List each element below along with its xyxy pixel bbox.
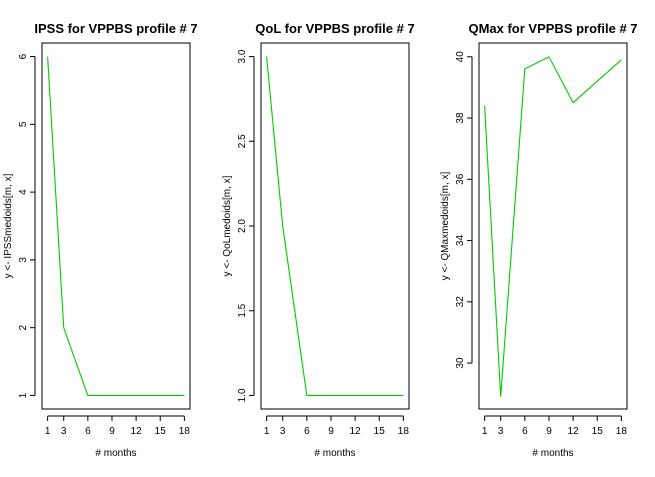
panel3-x-tick-label: 18 bbox=[616, 426, 628, 437]
panel2-title: QoL for VPPBS profile # 7 bbox=[255, 21, 414, 36]
panel3-y-tick-label: 34 bbox=[455, 235, 466, 247]
panel2-x-tick-label: 9 bbox=[328, 426, 334, 437]
panel2-x-tick-label: 15 bbox=[374, 426, 386, 437]
panel3-x-axis-label: # months bbox=[532, 448, 573, 459]
panel1-plot-frame bbox=[41, 42, 191, 410]
panel3-x-tick-label: 6 bbox=[522, 426, 528, 437]
panel3-x-tick-label: 1 bbox=[482, 426, 488, 437]
panel3-title: QMax for VPPBS profile # 7 bbox=[468, 21, 637, 36]
panel2-y-tick-label: 3.0 bbox=[237, 49, 248, 63]
panel3-series-line bbox=[484, 56, 622, 397]
panel2-x-axis-label: # months bbox=[314, 448, 355, 459]
panel1-series-line bbox=[47, 56, 185, 396]
panel2-y-tick-label: 2.5 bbox=[237, 134, 248, 148]
panel1-x-tick-label: 6 bbox=[85, 426, 91, 437]
panel1-y-axis-label: y <- IPSSmedoids[m, x] bbox=[3, 173, 14, 278]
panel3-x-tick-label: 12 bbox=[568, 426, 580, 437]
panel1-y-tick-label: 4 bbox=[18, 189, 29, 195]
panel1-x-axis-label: # months bbox=[95, 448, 136, 459]
panel2-y-tick-label: 1.0 bbox=[237, 388, 248, 402]
panel1-x-tick-label: 9 bbox=[109, 426, 115, 437]
panel2-plot-frame bbox=[260, 42, 410, 410]
panel3-x-tick-label: 15 bbox=[592, 426, 604, 437]
panel1-title: IPSS for VPPBS profile # 7 bbox=[34, 21, 197, 36]
panel2-y-tick-label: 1.5 bbox=[237, 303, 248, 317]
panel1-y-tick-label: 5 bbox=[18, 121, 29, 127]
panel3-plot-frame bbox=[478, 42, 628, 410]
panel1-x-tick-label: 18 bbox=[179, 426, 191, 437]
panel2-y-tick-label: 2.0 bbox=[237, 219, 248, 233]
panel2-y-axis-label: y <- QoLmedoids[m, x] bbox=[222, 175, 233, 276]
panel1-y-tick-label: 2 bbox=[18, 324, 29, 330]
panel1-y-tick-label: 3 bbox=[18, 257, 29, 263]
panel1-y-tick-label: 1 bbox=[18, 392, 29, 398]
panel3-y-tick-label: 30 bbox=[455, 357, 466, 369]
panel2-x-tick-label: 12 bbox=[350, 426, 362, 437]
panel3-x-tick-label: 3 bbox=[498, 426, 504, 437]
panel1-y-tick-label: 6 bbox=[18, 53, 29, 59]
panel1-x-tick-label: 12 bbox=[131, 426, 143, 437]
panel2-x-tick-label: 3 bbox=[280, 426, 286, 437]
panel2-x-tick-label: 18 bbox=[398, 426, 410, 437]
panel1-x-tick-label: 15 bbox=[155, 426, 167, 437]
panel3-y-axis-label: y <- QMaxmedoids[m, x] bbox=[440, 171, 451, 280]
panel1-x-tick-label: 3 bbox=[61, 426, 67, 437]
panel3-y-tick-label: 32 bbox=[455, 296, 466, 308]
panel1-x-tick-label: 1 bbox=[45, 426, 51, 437]
panel3-x-tick-label: 9 bbox=[546, 426, 552, 437]
panel3-y-tick-label: 38 bbox=[455, 112, 466, 124]
panel2-x-tick-label: 1 bbox=[264, 426, 270, 437]
panel2-x-tick-label: 6 bbox=[304, 426, 310, 437]
panel3-y-tick-label: 36 bbox=[455, 173, 466, 185]
panel3-y-tick-label: 40 bbox=[455, 51, 466, 63]
panel2-series-line bbox=[266, 56, 404, 396]
